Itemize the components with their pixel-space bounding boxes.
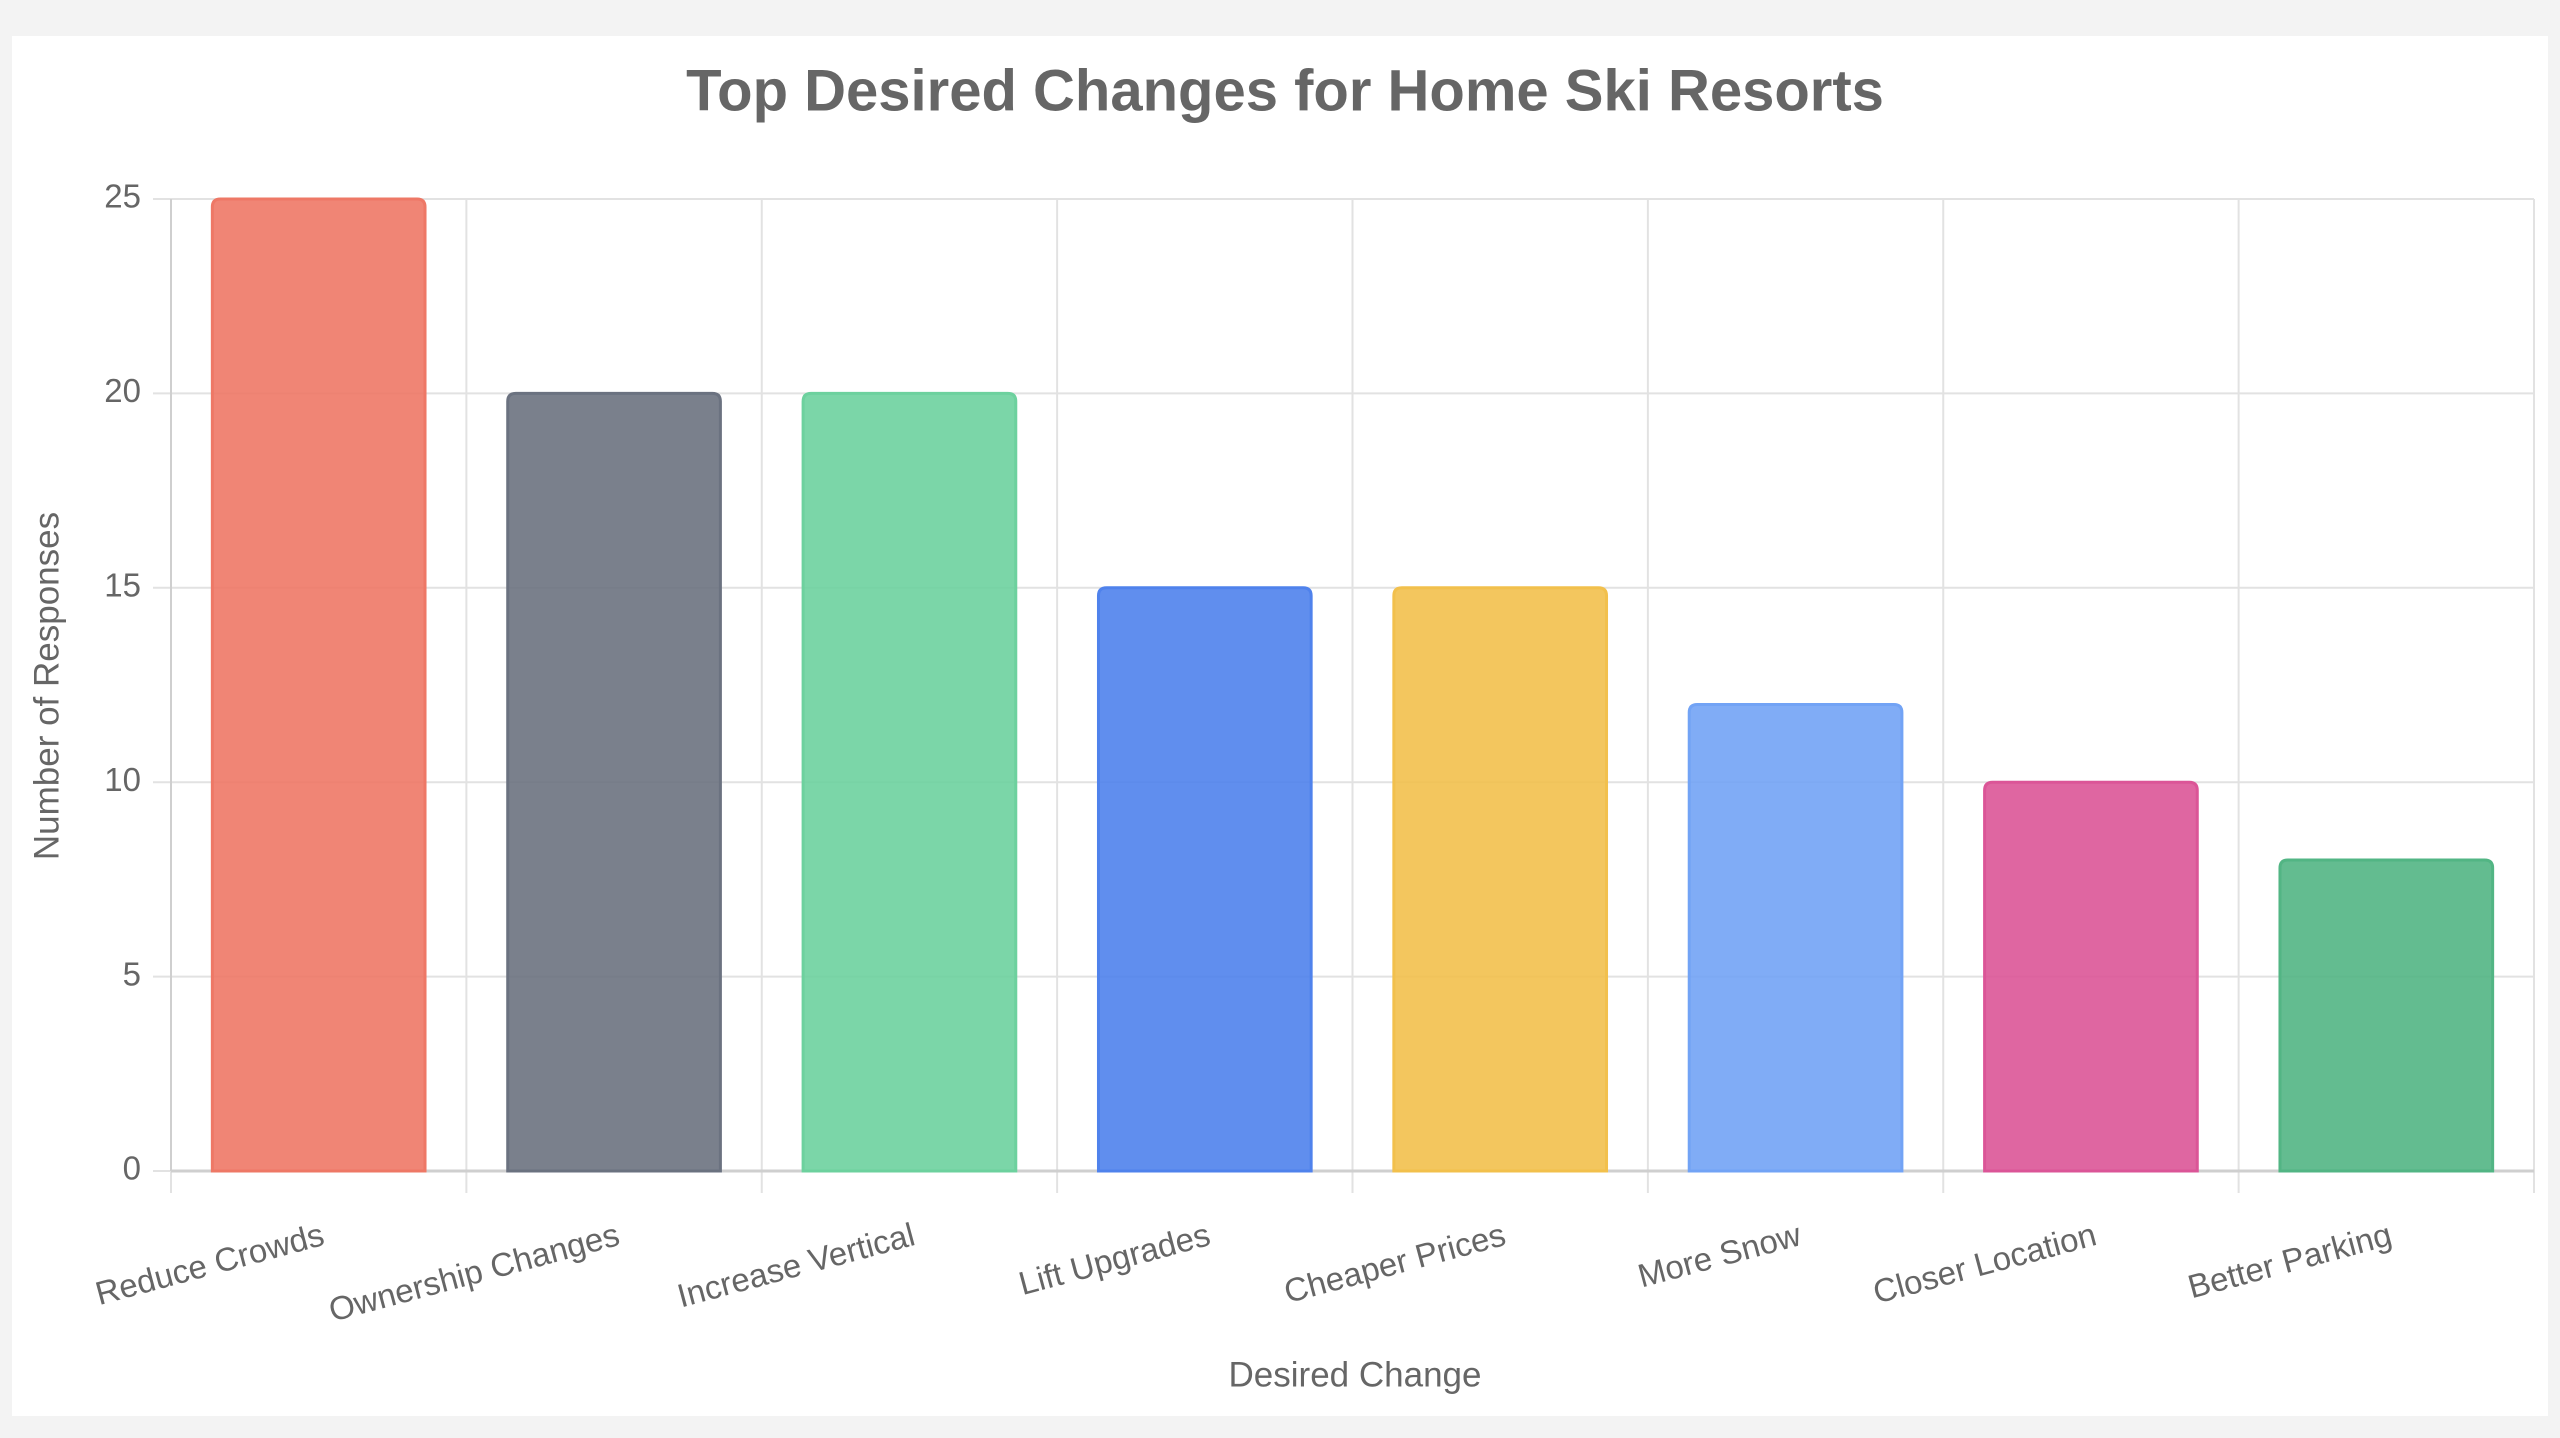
bar <box>1392 586 1609 1173</box>
y-tick-label: 15 <box>104 567 141 604</box>
bar <box>1687 702 1904 1173</box>
y-tick-label: 5 <box>123 955 141 992</box>
x-axis-title: Desired Change <box>1229 1355 1482 1394</box>
y-tick-label: 0 <box>123 1150 141 1187</box>
bar <box>2278 858 2495 1173</box>
bar <box>1096 586 1313 1173</box>
bar <box>210 197 427 1173</box>
bar <box>1983 780 2199 1173</box>
y-tick-label: 25 <box>104 178 141 215</box>
y-axis-title: Number of Responses <box>27 512 66 860</box>
bar <box>506 391 722 1173</box>
y-tick-label: 20 <box>104 372 141 409</box>
y-tick-label: 10 <box>104 761 141 798</box>
chart-title: Top Desired Changes for Home Ski Resorts <box>686 58 1884 123</box>
bar <box>801 391 1018 1173</box>
